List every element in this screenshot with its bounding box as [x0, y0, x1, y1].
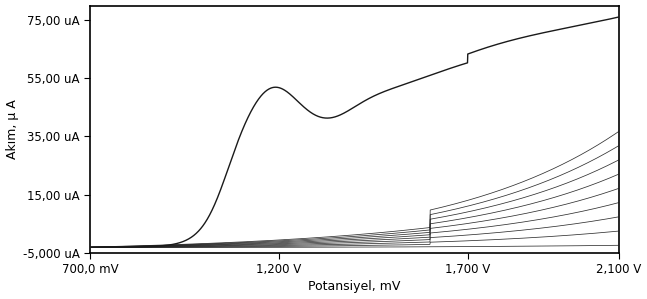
X-axis label: Potansiyel, mV: Potansiyel, mV — [308, 280, 400, 293]
Y-axis label: Akım, µ A: Akım, µ A — [6, 99, 19, 159]
